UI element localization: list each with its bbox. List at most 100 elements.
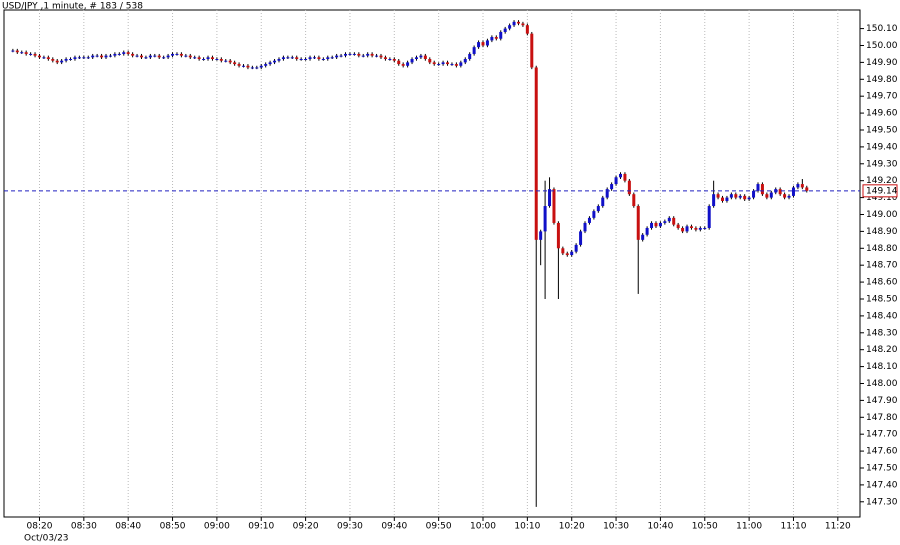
y-tick-label: 147.30 — [866, 497, 898, 507]
y-tick-label: 147.70 — [866, 430, 898, 440]
candle-body — [783, 194, 787, 198]
x-tick-label: 09:10 — [248, 522, 274, 532]
candle-body — [281, 57, 285, 60]
y-tick-label: 147.60 — [866, 447, 898, 457]
candle-body — [645, 228, 649, 235]
candle-body — [481, 42, 485, 46]
candle-body — [361, 55, 365, 57]
candle-body — [215, 59, 219, 61]
candle-body — [33, 53, 37, 56]
candle-body — [366, 53, 370, 56]
candle-body — [46, 57, 50, 60]
candle-body — [743, 195, 747, 200]
candle-body — [419, 55, 423, 58]
x-tick-label: 08:40 — [115, 522, 141, 532]
candle-body — [388, 59, 392, 61]
candle-body — [658, 222, 662, 227]
candle-body — [100, 55, 104, 58]
candle-body — [273, 60, 277, 63]
candle-body — [716, 194, 720, 198]
candle-body — [131, 53, 135, 56]
candle-body — [632, 194, 636, 207]
x-tick-label: 09:50 — [426, 522, 452, 532]
candle-body — [250, 67, 254, 69]
candle-body — [197, 57, 201, 60]
candle-body — [233, 62, 237, 65]
y-tick-label: 148.00 — [866, 379, 898, 389]
candle-body — [698, 228, 702, 230]
y-tick-label: 148.20 — [866, 345, 898, 355]
y-tick-label: 148.30 — [866, 328, 898, 338]
candle-body — [20, 52, 24, 54]
y-tick-label: 149.60 — [866, 109, 898, 119]
y-tick-label: 148.70 — [866, 261, 898, 271]
candle-body — [618, 173, 622, 178]
candle-body — [627, 180, 631, 195]
date-label: Oct/03/23 — [24, 534, 69, 544]
candle-body — [614, 177, 618, 185]
y-tick-label: 148.50 — [866, 294, 898, 304]
candle-body — [587, 217, 591, 223]
candle-body — [210, 57, 214, 60]
candle-body — [246, 65, 250, 68]
y-tick-label: 149.90 — [866, 58, 898, 68]
candle-body — [490, 37, 494, 41]
candle-body — [370, 53, 374, 56]
candle-body — [171, 53, 175, 56]
candle-body — [521, 23, 525, 26]
candle-body — [295, 57, 299, 60]
candle-body — [162, 57, 166, 59]
x-tick-label: 09:00 — [204, 522, 230, 532]
candle-body — [157, 55, 161, 58]
x-tick-label: 10:30 — [603, 522, 629, 532]
x-tick-label: 11:00 — [736, 522, 762, 532]
candle-body — [512, 21, 516, 26]
x-tick-label: 10:40 — [647, 522, 673, 532]
candle-body — [721, 197, 725, 201]
candle-body — [694, 228, 698, 230]
candle-body — [268, 62, 272, 65]
candle-body — [321, 59, 325, 61]
candle-body — [69, 59, 73, 61]
x-tick-label: 09:40 — [381, 522, 407, 532]
y-tick-label: 150.00 — [866, 41, 898, 51]
candle-body — [508, 25, 512, 29]
candle-body — [494, 37, 498, 39]
candle-body — [277, 59, 281, 61]
candle-body — [352, 53, 356, 55]
candle-body — [175, 53, 179, 55]
last-price-box — [862, 184, 898, 198]
candle-body — [91, 55, 95, 58]
y-tick-label: 148.60 — [866, 278, 898, 288]
candle-body — [401, 64, 405, 66]
candle-body — [375, 55, 379, 57]
candle-body — [95, 55, 99, 57]
candle-body — [596, 206, 600, 212]
candle-body — [82, 57, 86, 59]
candle-body — [574, 244, 578, 252]
x-tick-label: 10:10 — [514, 522, 540, 532]
y-tick-label: 149.40 — [866, 142, 898, 152]
candle-body — [15, 50, 19, 53]
candle-body — [760, 184, 764, 195]
candle-body — [179, 53, 183, 56]
y-tick-label: 147.50 — [866, 463, 898, 473]
candle-body — [499, 31, 503, 39]
candle-body — [548, 189, 552, 207]
candle-body — [264, 64, 268, 66]
y-tick-label: 147.40 — [866, 480, 898, 490]
candle-body — [579, 231, 583, 245]
x-tick-label: 11:10 — [781, 522, 807, 532]
candle-body — [592, 211, 596, 218]
y-tick-label: 149.50 — [866, 125, 898, 135]
candle-body — [778, 189, 782, 195]
candle-body — [104, 55, 108, 58]
candle-body — [42, 57, 46, 59]
candle-body — [791, 187, 795, 196]
y-tick-label: 150.10 — [866, 24, 898, 34]
y-tick-label: 147.90 — [866, 396, 898, 406]
candle-body — [299, 59, 303, 61]
candle-body — [423, 55, 427, 60]
candle-body — [259, 65, 263, 68]
